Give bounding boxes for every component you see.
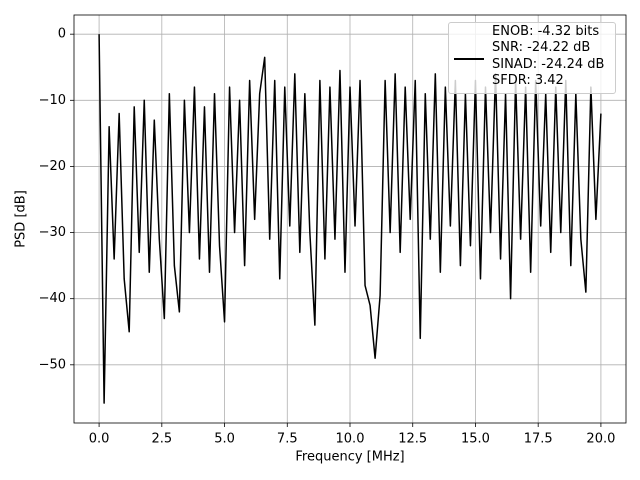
y-tick-label: −50 xyxy=(39,357,66,372)
legend-label: ENOB: -4.32 bits SNR: -24.22 dB SINAD: -… xyxy=(492,24,605,88)
x-tick-label: 7.5 xyxy=(277,432,298,447)
data-line xyxy=(98,34,602,404)
x-tick-label: 10.0 xyxy=(336,432,365,447)
x-tick-label: 5.0 xyxy=(214,432,235,447)
plot-frame xyxy=(73,14,627,424)
x-tick-label: 17.5 xyxy=(524,432,553,447)
y-tick-label: 0 xyxy=(58,27,66,42)
x-tick-label: 2.5 xyxy=(151,432,172,447)
x-tick-label: 15.0 xyxy=(461,432,490,447)
y-tick-label: −20 xyxy=(39,159,66,174)
legend-swatch xyxy=(454,58,484,60)
x-tick-label: 12.5 xyxy=(398,432,427,447)
x-axis-label: Frequency [MHz] xyxy=(295,450,404,465)
y-tick-label: −30 xyxy=(39,225,66,240)
x-tick-label: 20.0 xyxy=(586,432,615,447)
x-tick-label: 0.0 xyxy=(89,432,110,447)
y-tick-label: −10 xyxy=(39,93,66,108)
legend: ENOB: -4.32 bits SNR: -24.22 dB SINAD: -… xyxy=(448,22,616,94)
y-axis-label: PSD [dB] xyxy=(14,190,29,248)
y-tick-label: −40 xyxy=(39,291,66,306)
